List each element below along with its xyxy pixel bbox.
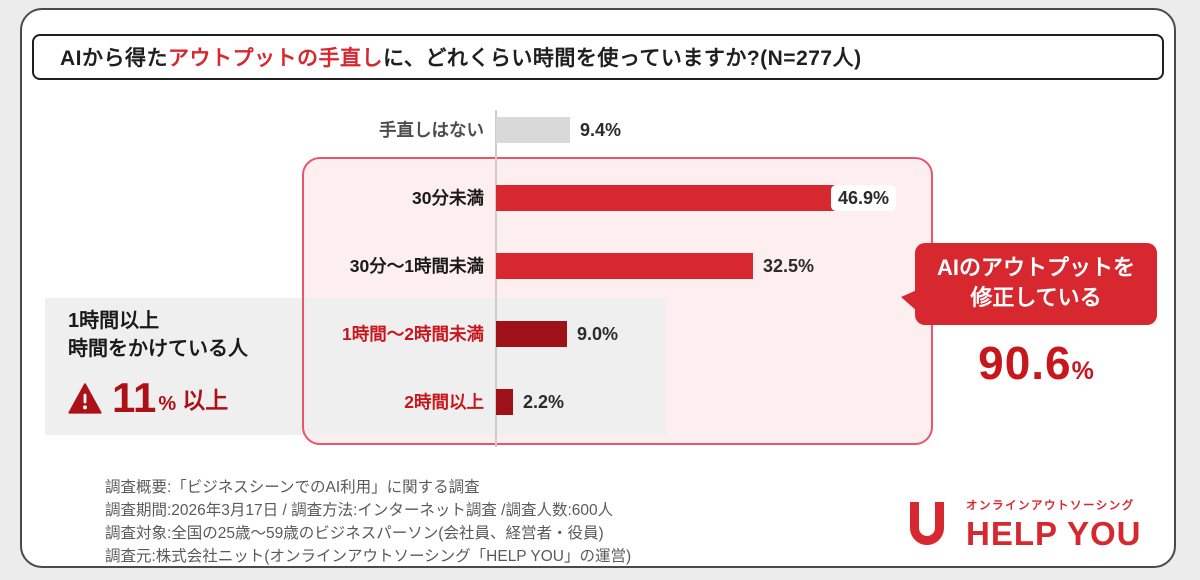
logo-name: HELP YOU	[966, 514, 1142, 552]
highlight-band	[45, 298, 667, 435]
bar-row: 30分未満 46.9%	[22, 185, 1174, 211]
survey-note-line: 調査対象:全国の25歳〜59歳のビジネスパーソン(会社員、経営者・役員)	[105, 525, 604, 542]
warning-box: 1時間以上 時間をかけている人 11 % 以上	[68, 307, 248, 419]
callout-bubble: AIのアウトプットを 修正している	[901, 243, 1157, 325]
title-suffix: に、どれくらい時間を使っていますか?(N=277人)	[383, 47, 862, 70]
bar	[496, 117, 570, 143]
bar	[496, 389, 513, 415]
category-label: 2時間以上	[404, 392, 484, 412]
category-label: 手直しはない	[379, 120, 484, 140]
total-value: 90.6	[978, 337, 1072, 389]
callout-line2: 修正している	[970, 285, 1102, 310]
bar-row: 30分〜1時間未満 32.5%	[22, 253, 1174, 279]
category-label: 30分〜1時間未満	[349, 256, 484, 276]
title-bar: AIから得た アウトプットの手直し に、どれくらい時間を使っていますか?(N=277…	[32, 34, 1164, 80]
title-highlight: アウトプットの手直し	[168, 47, 383, 70]
survey-notes: 調査概要:「ビジネスシーンでのAI利用」に関する調査 調査期間:2026年3月1…	[105, 476, 631, 568]
value-label: 32.5%	[763, 256, 815, 276]
warning-suffix: 以上	[182, 387, 229, 413]
category-label: 30分未満	[412, 188, 484, 208]
bar-row: 1時間〜2時間未満 9.0%	[22, 321, 1174, 347]
survey-note-line: 調査元:株式会社ニット(オンラインアウトソーシング「HELP YOU」の運営)	[105, 548, 632, 565]
title-prefix: AIから得た	[60, 47, 168, 70]
total-unit: %	[1071, 357, 1094, 385]
warning-value: 11	[112, 374, 157, 421]
warning-icon	[68, 382, 102, 414]
survey-note-line: 調査期間:2026年3月17日 / 調査方法:インターネット調査 /調査人数:6…	[105, 502, 614, 519]
value-label: 46.9%	[831, 185, 897, 211]
help-you-logo-text: オンラインアウトソーシング HELP YOU	[966, 497, 1142, 550]
warning-unit: %	[158, 393, 177, 415]
help-you-logo: オンラインアウトソーシング HELP YOU	[900, 494, 1142, 552]
infographic-card: AIから得た アウトプットの手直し に、どれくらい時間を使っていますか?(N=277…	[20, 8, 1176, 568]
callout-line1: AIのアウトプットを	[936, 255, 1135, 280]
value-label: 2.2%	[523, 392, 565, 412]
bar-row: 2時間以上 2.2%	[22, 389, 1174, 415]
warning-value-row: 11 % 以上	[68, 377, 248, 419]
logo-tagline: オンラインアウトソーシング	[966, 499, 1135, 512]
bar	[496, 185, 867, 211]
bar	[496, 321, 567, 347]
value-label: 9.0%	[577, 324, 619, 344]
bar	[496, 253, 753, 279]
total-percentage: 90.6%	[915, 336, 1157, 390]
survey-note-line: 調査概要:「ビジネスシーンでのAI利用」に関する調査	[105, 479, 480, 496]
warning-line2: 時間をかけている人	[68, 338, 248, 360]
warning-line1: 1時間以上	[68, 310, 160, 332]
help-you-logo-icon	[910, 502, 944, 545]
value-label: 9.4%	[580, 120, 622, 140]
category-label: 1時間〜2時間未満	[342, 324, 484, 344]
bar-row: 手直しはない 9.4%	[22, 117, 1174, 143]
